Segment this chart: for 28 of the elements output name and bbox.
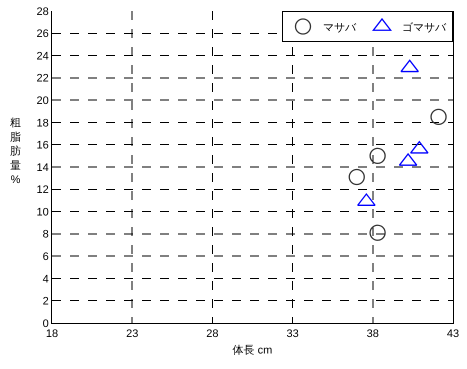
legend-label: マサバ [323,22,357,34]
y-axis-title: 粗脂肪量% [10,117,21,186]
legend-label: ゴマサバ [402,22,447,34]
x-tick-label: 28 [206,328,219,340]
y-tick-label: 18 [36,117,49,130]
y-tick-label: 2 [42,296,49,308]
x-axis-title: 体長 cm [232,344,272,356]
x-tick-label: 23 [126,328,138,340]
point [348,168,365,186]
y-tick-label: 8 [42,228,49,241]
y-tick-label: 14 [36,162,49,174]
y-tick-label: 0 [42,318,49,330]
y-tick-label: 24 [36,50,49,62]
y-tick-label: 12 [36,184,49,196]
y-tick-label: 26 [36,28,49,40]
y-tick-label: 4 [42,273,49,286]
y-tick-label: 22 [36,72,49,85]
y-tick-label: 16 [36,140,49,152]
x-tick-label: 38 [366,328,379,340]
y-tick-label: 6 [42,250,49,263]
point [369,224,386,241]
y-tick-label: 28 [36,6,49,18]
point [369,148,386,164]
y-tick-label: 10 [36,206,49,218]
point [430,108,447,126]
x-tick-label: 43 [446,328,460,340]
y-tick-label: 20 [36,94,49,107]
x-tick-label: 33 [286,328,299,340]
